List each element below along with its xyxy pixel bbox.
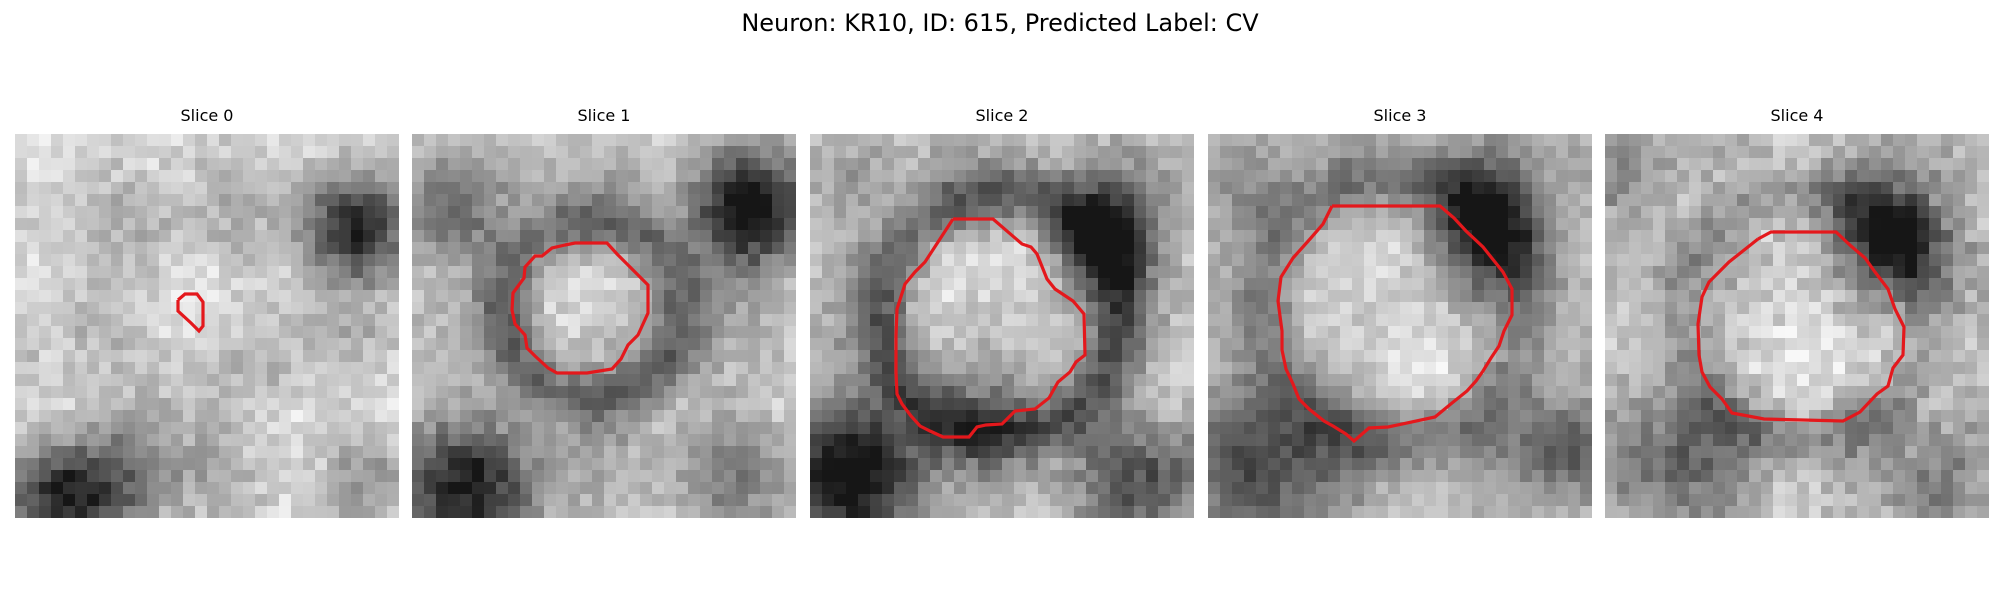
slice-0-title: Slice 0 bbox=[180, 106, 234, 125]
slice-3-pixels bbox=[1208, 134, 1592, 518]
slice-1-title: Slice 1 bbox=[577, 106, 631, 125]
slice-2-pixels bbox=[810, 134, 1194, 518]
slice-2-contour bbox=[894, 217, 1087, 439]
slice-1-contour bbox=[510, 241, 650, 375]
slice-4-image bbox=[1605, 134, 1989, 518]
slice-3-image bbox=[1208, 134, 1592, 518]
slice-4-contour bbox=[1696, 230, 1906, 423]
figure-title: Neuron: KR10, ID: 615, Predicted Label: … bbox=[741, 9, 1259, 37]
slice-2-image bbox=[810, 134, 1194, 518]
slice-3-contour bbox=[1276, 204, 1514, 444]
slice-0-contour bbox=[176, 292, 205, 334]
slice-0-pixels bbox=[15, 134, 399, 518]
slice-1-pixels bbox=[412, 134, 796, 518]
slice-2-title: Slice 2 bbox=[975, 106, 1029, 125]
slice-0-image bbox=[15, 134, 399, 518]
slice-1-image bbox=[412, 134, 796, 518]
slice-3-title: Slice 3 bbox=[1373, 106, 1427, 125]
slice-4-title: Slice 4 bbox=[1770, 106, 1824, 125]
slice-4-pixels bbox=[1605, 134, 1989, 518]
